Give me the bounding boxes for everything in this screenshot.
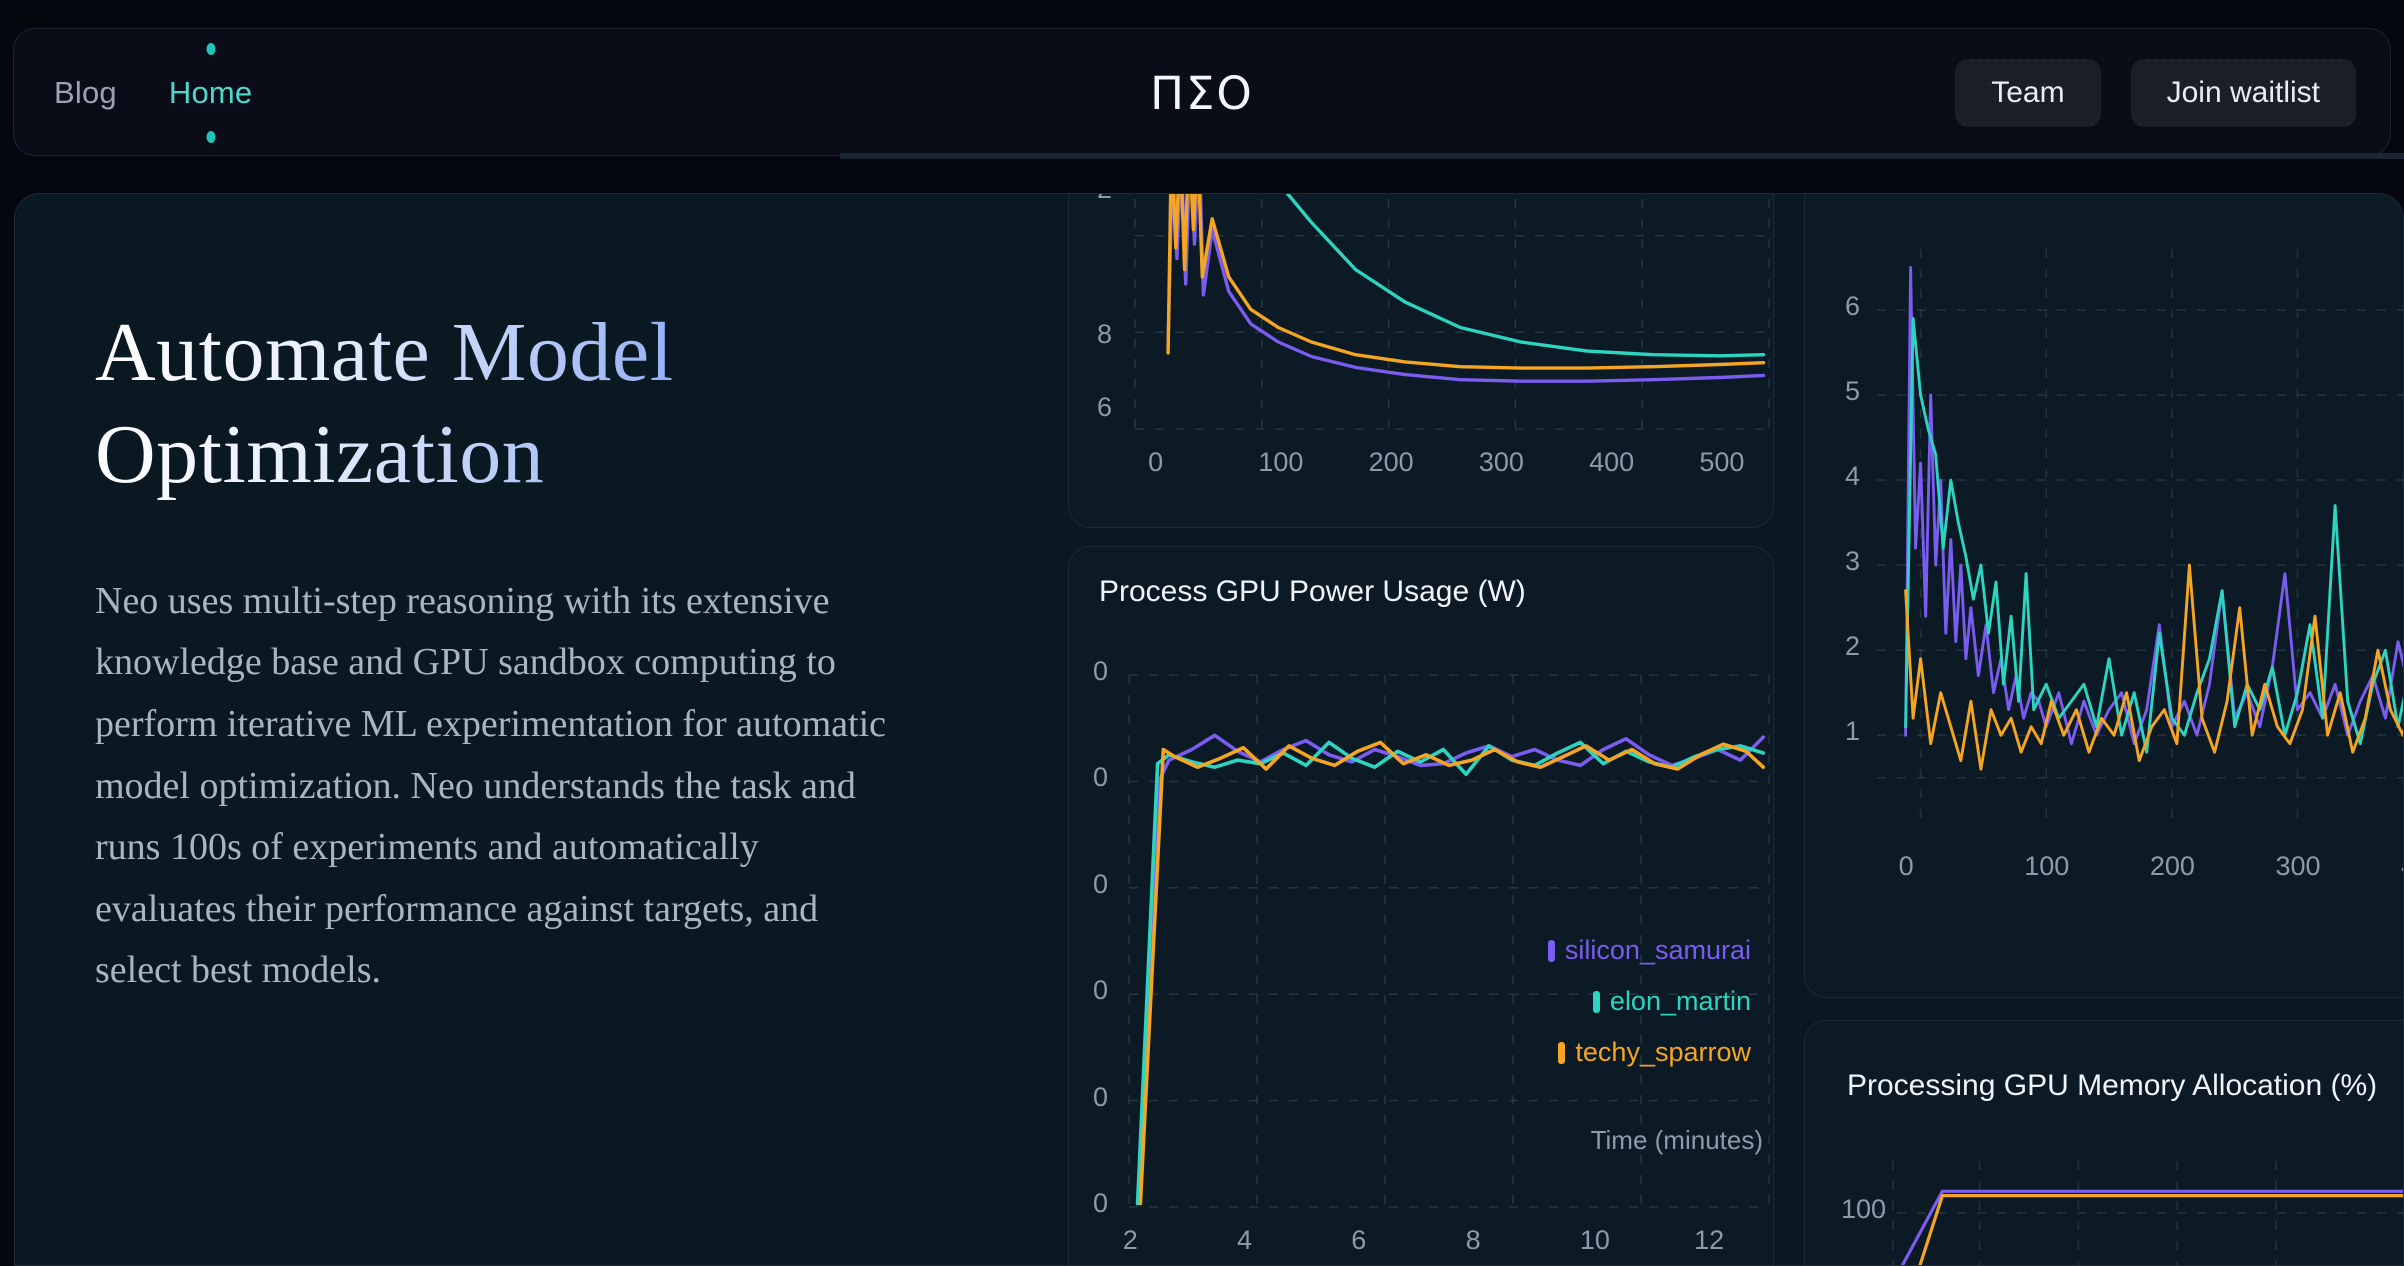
chart-panel-grad-norm[interactable]: 6543210100200300400etech xyxy=(1804,194,2403,998)
chart-legend: silicon_samurai elon_martin techy_sparrow xyxy=(1547,935,1751,1068)
team-button[interactable]: Team xyxy=(1955,59,2101,127)
legend-swatch-icon xyxy=(1547,939,1555,962)
join-waitlist-button[interactable]: Join waitlist xyxy=(2130,59,2356,127)
hero-text-block: Automate Model Optimization Neo uses mul… xyxy=(95,302,975,1002)
legend-label: techy_sparrow xyxy=(1575,1037,1751,1067)
nav-link-blog[interactable]: Blog xyxy=(54,75,117,110)
legend-swatch-icon xyxy=(1592,990,1600,1013)
hero-description: Neo uses multi-step reasoning with its e… xyxy=(95,579,887,992)
legend-label: elon_martin xyxy=(1609,986,1751,1016)
chart-panel-gpu-power[interactable]: Process GPU Power Usage (W) 0 0 0 0 0 0 2 4 6 8 10 1… xyxy=(1068,546,1774,1265)
active-dot-top-icon xyxy=(206,43,216,55)
nav-link-home[interactable]: Home xyxy=(167,43,255,143)
chart-panel-loss[interactable]: 2860100200300400500 xyxy=(1068,194,1774,528)
active-dot-bottom-icon xyxy=(206,131,216,143)
nav-actions-group: Team Join waitlist xyxy=(1955,29,2356,157)
nav-link-home-label: Home xyxy=(168,75,253,110)
nav-container: Blog Home ΠΣΟ Team Join waitlist xyxy=(13,28,2391,156)
nav-bottom-highlight xyxy=(840,153,2404,159)
legend-entry[interactable]: techy_sparrow xyxy=(1558,1037,1751,1068)
chart-panel-gpu-memory[interactable]: Processing GPU Memory Allocation (%)1008… xyxy=(1804,1020,2403,1265)
legend-swatch-icon xyxy=(1558,1041,1566,1064)
top-navigation-bar: Blog Home ΠΣΟ Team Join waitlist xyxy=(0,0,2404,170)
page-title: Automate Model Optimization xyxy=(95,302,975,507)
legend-entry[interactable]: elon_martin xyxy=(1592,986,1751,1017)
legend-label: silicon_samurai xyxy=(1564,935,1751,965)
legend-entry[interactable]: silicon_samurai xyxy=(1547,935,1751,966)
nav-links-group: Blog Home xyxy=(52,29,254,157)
hero-section: Automate Model Optimization Neo uses mul… xyxy=(14,193,2404,1266)
